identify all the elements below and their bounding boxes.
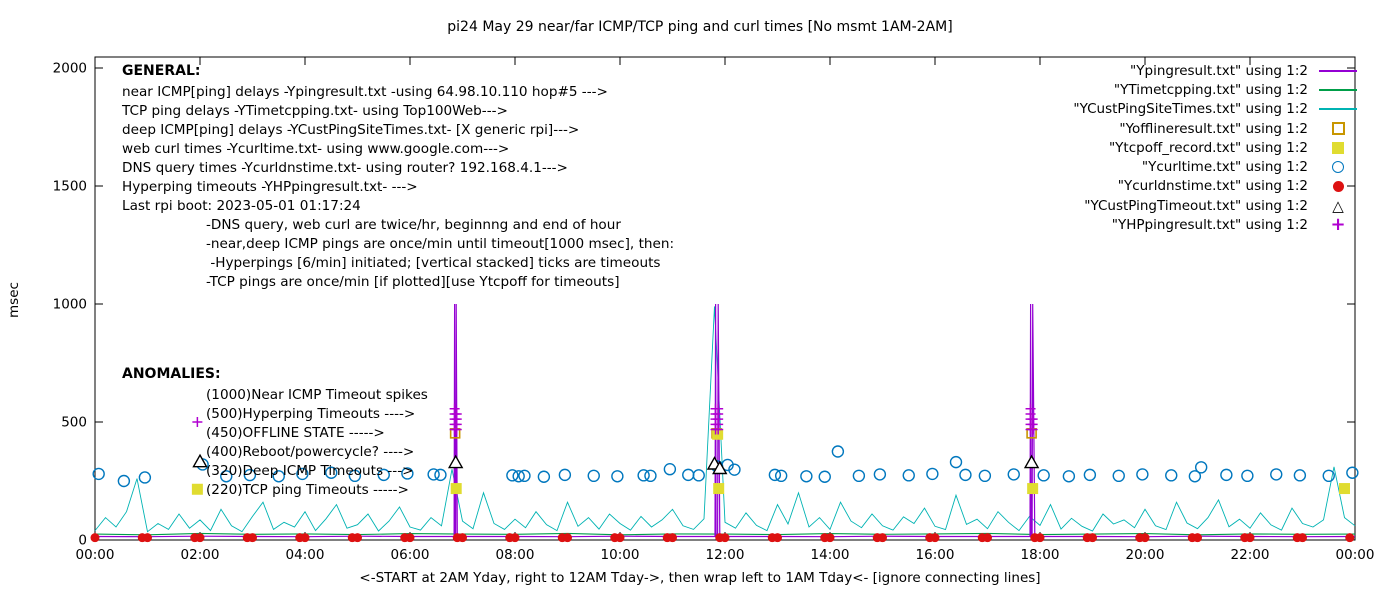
chart-title: pi24 May 29 near/far ICMP/TCP ping and c…	[447, 19, 953, 35]
general-indented-lines: -DNS query, web curl are twice/hr, begin…	[122, 216, 674, 292]
x-tick-label: 18:00	[1021, 547, 1060, 563]
x-axis-ticks: 00:00 02:00 04:00 06:00 08:00 10:00 12:00 14:00…	[76, 57, 1375, 563]
y-tick-label: 2000	[53, 61, 87, 77]
legend-entry-0: "Ypingresult.txt" using 1:2	[1073, 61, 1358, 80]
x-tick-label: 04:00	[286, 547, 325, 563]
general-indented-line: -near,deep ICMP pings are once/min until…	[206, 236, 675, 252]
legend-label: "Ycurltime.txt" using 1:2	[1141, 159, 1308, 176]
y-axis-label: msec	[6, 282, 22, 318]
legend-label: "Yofflineresult.txt" using 1:2	[1119, 120, 1308, 137]
legend-entry-2: "YCustPingSiteTimes.txt" using 1:2	[1073, 100, 1358, 119]
general-indented-line: -Hyperpings [6/min] initiated; [vertical…	[206, 255, 661, 271]
legend-entry-5: "Ycurltime.txt" using 1:2	[1073, 157, 1358, 176]
legend-entry-8: "YHPpingresult.txt" using 1:2 +	[1073, 215, 1358, 234]
anomaly-line: (500)Hyperping Timeouts ---->	[206, 406, 416, 422]
y-tick-label: 1500	[53, 179, 87, 195]
x-tick-label: 10:00	[601, 547, 640, 563]
general-line: web curl times -Ycurltime.txt- using www…	[122, 141, 510, 157]
y-tick-label: 500	[61, 415, 87, 431]
legend-marker-line-icon	[1318, 88, 1358, 91]
x-tick-label: 06:00	[391, 547, 430, 563]
legend-marker-plus-icon: +	[1330, 214, 1346, 236]
legend-label: "Ycurldnstime.txt" using 1:2	[1117, 178, 1308, 195]
general-heading: GENERAL:	[122, 63, 201, 79]
x-tick-label: 20:00	[1126, 547, 1165, 563]
general-line: deep ICMP[ping] delays -YCustPingSiteTim…	[122, 122, 580, 138]
general-line: near ICMP[ping] delays -Ypingresult.txt …	[122, 84, 608, 100]
general-line: Hyperping timeouts -YHPpingresult.txt- -…	[122, 179, 418, 195]
legend-label: "Ypingresult.txt" using 1:2	[1130, 62, 1308, 79]
legend-label: "YCustPingTimeout.txt" using 1:2	[1084, 197, 1308, 214]
anomaly-line: (1000)Near ICMP Timeout spikes	[206, 387, 428, 403]
y-tick-label: 1000	[53, 297, 87, 313]
x-tick-label: 00:00	[1336, 547, 1375, 563]
series-ycustpingtimeout-markers	[447, 454, 1040, 475]
x-tick-label: 14:00	[811, 547, 850, 563]
anomaly-line: (220)TCP ping Timeouts ----->	[206, 482, 409, 498]
legend-marker-square-open-icon	[1318, 122, 1358, 136]
legend-marker-circle-filled-icon	[1318, 180, 1358, 192]
legend-label: "YTimetcpping.txt" using 1:2	[1113, 81, 1308, 98]
x-tick-label: 22:00	[1231, 547, 1270, 563]
series-ycurldnstime-markers	[90, 533, 1355, 543]
legend-entry-4: "Ytcpoff_record.txt" using 1:2	[1073, 138, 1358, 157]
anomalies-heading: ANOMALIES:	[122, 366, 221, 382]
general-indented-line: -DNS query, web curl are twice/hr, begin…	[206, 217, 621, 233]
anomaly-line: (320)Deep ICMP Timeouts --->	[206, 463, 414, 479]
x-tick-label: 16:00	[916, 547, 955, 563]
legend-label: "YCustPingSiteTimes.txt" using 1:2	[1073, 101, 1308, 118]
legend-entry-1: "YTimetcpping.txt" using 1:2	[1073, 80, 1358, 99]
anomaly-line: (400)Reboot/powercycle? ---->	[206, 444, 415, 460]
anomaly-lines: (1000)Near ICMP Timeout spikes (500)Hyper…	[122, 386, 428, 500]
general-line: Last rpi boot: 2023-05-01 01:17:24	[122, 198, 361, 214]
x-axis-label: <-START at 2AM Yday, right to 12AM Tday-…	[359, 570, 1041, 586]
series-yofflineresult-markers	[449, 428, 1037, 439]
legend-label: "Ytcpoff_record.txt" using 1:2	[1108, 139, 1308, 156]
legend: "Ypingresult.txt" using 1:2 "YTimetcpping…	[1073, 61, 1358, 235]
legend-marker-line-icon	[1318, 69, 1358, 72]
legend-entry-3: "Yofflineresult.txt" using 1:2	[1073, 119, 1358, 138]
legend-entry-7: "YCustPingTimeout.txt" using 1:2 △	[1073, 196, 1358, 215]
general-indented-line: -TCP pings are once/min [if plotted][use…	[206, 274, 620, 290]
series-ycustpingsitetimes	[94, 306, 1356, 533]
anomalies-annotation-block: ANOMALIES: (1000)Near ICMP Timeout spike…	[122, 365, 428, 500]
legend-label: "YHPpingresult.txt" using 1:2	[1111, 217, 1308, 234]
legend-entry-6: "Ycurldnstime.txt" using 1:2	[1073, 177, 1358, 196]
legend-marker-triangle-open-icon: △	[1332, 196, 1344, 215]
y-axis-ticks: 0 500 1000 1500 2000	[53, 61, 1355, 549]
anomaly-line: (450)OFFLINE STATE ----->	[206, 425, 385, 441]
general-line: TCP ping delays -YTimetcpping.txt- using…	[122, 103, 508, 119]
legend-marker-circle-open-icon	[1318, 161, 1358, 174]
series-yhppingresult-markers	[449, 403, 1038, 435]
x-tick-label: 00:00	[76, 547, 115, 563]
anomaly-example-markers	[191, 417, 208, 495]
x-tick-label: 12:00	[706, 547, 745, 563]
general-line: DNS query times -Ycurldnstime.txt- using…	[122, 160, 568, 176]
series-ycurltime-markers	[92, 445, 1359, 488]
y-tick-label: 0	[78, 533, 87, 549]
x-tick-label: 08:00	[496, 547, 535, 563]
general-annotation-block: GENERAL: near ICMP[ping] delays -Ypingre…	[122, 62, 674, 292]
general-lines: near ICMP[ping] delays -Ypingresult.txt …	[122, 83, 674, 216]
series-ytcpoff-markers	[450, 428, 1350, 495]
x-tick-label: 02:00	[181, 547, 220, 563]
legend-marker-square-filled-icon	[1318, 141, 1358, 154]
legend-marker-line-icon	[1318, 108, 1358, 111]
